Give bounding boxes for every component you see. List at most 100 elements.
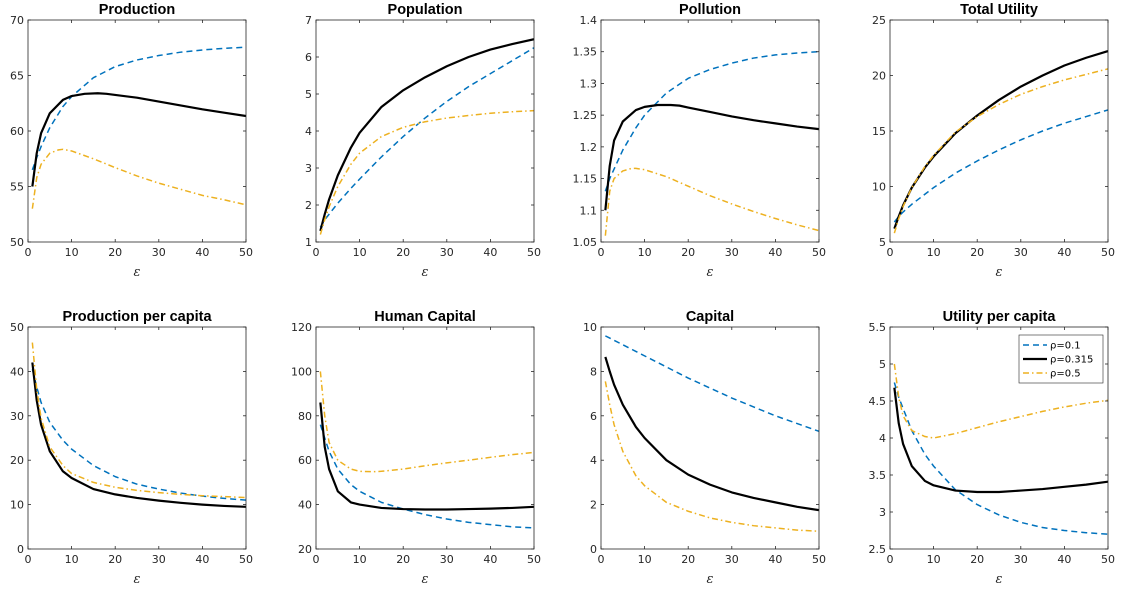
x-tick-label: 40 bbox=[483, 246, 497, 259]
plot-area bbox=[316, 20, 534, 242]
y-tick-label: 65 bbox=[10, 70, 24, 83]
panel-title: Production per capita bbox=[62, 309, 212, 325]
x-tick-label: 50 bbox=[1101, 553, 1115, 566]
x-tick-label: 0 bbox=[598, 246, 605, 259]
x-tick-label: 50 bbox=[527, 246, 541, 259]
y-tick-label: 1.15 bbox=[573, 173, 598, 186]
x-tick-label: 40 bbox=[768, 246, 782, 259]
x-tick-label: 30 bbox=[440, 246, 454, 259]
axes-box bbox=[600, 19, 820, 243]
x-tick-label: 20 bbox=[970, 553, 984, 566]
y-tick-label: 2 bbox=[305, 199, 312, 212]
series-line-rho-0-5 bbox=[319, 109, 534, 235]
y-tick-label: 5 bbox=[879, 236, 886, 249]
y-tick-label: 10 bbox=[583, 321, 597, 334]
x-tick-label: 0 bbox=[25, 246, 32, 259]
x-tick-label: 40 bbox=[1057, 246, 1071, 259]
series-line-rho-0-5 bbox=[604, 381, 819, 532]
x-tick-label: 10 bbox=[65, 553, 79, 566]
y-tick-label: 100 bbox=[291, 365, 312, 378]
y-tick-label: 4.5 bbox=[869, 395, 887, 408]
x-tick-label: 0 bbox=[313, 246, 320, 259]
x-tick-label: 20 bbox=[396, 246, 410, 259]
axes-box bbox=[27, 326, 247, 550]
x-tick-label: 30 bbox=[1014, 553, 1028, 566]
x-tick-label: 20 bbox=[681, 553, 695, 566]
y-tick-label: 20 bbox=[10, 454, 24, 467]
panel-pollution: 0 10 20 30 40 50 1.05 1.1 1.15 1.2 1.25 1.3 1.35 1.4 P… bbox=[573, 2, 827, 280]
x-tick-label: 40 bbox=[1057, 553, 1071, 566]
series-line-rho-0-1 bbox=[31, 46, 246, 171]
y-tick-label: 10 bbox=[10, 499, 24, 512]
y-tick-label: 6 bbox=[305, 51, 312, 64]
panel-title: Pollution bbox=[679, 2, 741, 18]
series-line-rho-0-5 bbox=[31, 342, 246, 499]
y-tick-label: 50 bbox=[10, 236, 24, 249]
y-tick-label: 3 bbox=[305, 162, 312, 175]
x-tick-label: 50 bbox=[812, 246, 826, 259]
plot-area bbox=[601, 327, 819, 549]
y-tick-label: 2 bbox=[590, 499, 597, 512]
x-axis-label: ε bbox=[134, 572, 141, 587]
x-axis-label: ε bbox=[422, 572, 429, 587]
y-tick-label: 30 bbox=[10, 410, 24, 423]
y-tick-label: 60 bbox=[298, 454, 312, 467]
x-tick-label: 20 bbox=[108, 246, 122, 259]
x-tick-label: 0 bbox=[887, 553, 894, 566]
y-tick-label: 4 bbox=[879, 432, 886, 445]
panel-title: Human Capital bbox=[374, 309, 476, 325]
y-tick-label: 3.5 bbox=[869, 469, 887, 482]
x-tick-label: 30 bbox=[152, 246, 166, 259]
panel-capital: 0 10 20 30 40 50 0 2 4 6 8 10 Capital ε bbox=[583, 309, 826, 587]
y-tick-label: 120 bbox=[291, 321, 312, 334]
x-tick-label: 20 bbox=[396, 553, 410, 566]
series-line-rho-0-315 bbox=[604, 356, 819, 512]
x-axis-label: ε bbox=[996, 572, 1003, 587]
y-tick-label: 1.4 bbox=[580, 14, 598, 27]
y-tick-label: 4 bbox=[590, 454, 597, 467]
series-line-rho-0-315 bbox=[319, 38, 534, 232]
y-tick-label: 2.5 bbox=[869, 543, 887, 556]
y-tick-label: 1.35 bbox=[573, 46, 598, 59]
x-tick-label: 10 bbox=[353, 553, 367, 566]
x-tick-label: 40 bbox=[483, 553, 497, 566]
y-tick-label: 8 bbox=[590, 365, 597, 378]
panel-utility-per-capita: 0 10 20 30 40 50 2.5 3 3.5 4 4.5 5 5.5 Utility per ca… bbox=[869, 309, 1116, 587]
plot-area bbox=[601, 20, 819, 242]
y-tick-label: 15 bbox=[872, 125, 886, 138]
x-tick-label: 20 bbox=[681, 246, 695, 259]
x-tick-label: 20 bbox=[970, 246, 984, 259]
y-tick-label: 0 bbox=[590, 543, 597, 556]
y-tick-label: 1.25 bbox=[573, 109, 598, 122]
x-tick-label: 30 bbox=[1014, 246, 1028, 259]
y-tick-label: 1.2 bbox=[580, 141, 598, 154]
legend: ρ=0.1 ρ=0.315 ρ=0.5 bbox=[1018, 334, 1104, 384]
panel-population: 0 10 20 30 40 50 1 2 3 4 5 6 7 Population ε bbox=[305, 2, 541, 280]
x-axis-label: ε bbox=[134, 265, 141, 280]
panel-title: Population bbox=[388, 2, 463, 18]
x-tick-label: 50 bbox=[239, 553, 253, 566]
y-tick-label: 20 bbox=[872, 70, 886, 83]
plot-area bbox=[28, 20, 246, 242]
series-line-rho-0-5 bbox=[319, 371, 534, 473]
x-axis-label: ε bbox=[707, 265, 714, 280]
x-tick-label: 50 bbox=[1101, 246, 1115, 259]
series-line-rho-0-315 bbox=[31, 362, 246, 508]
series-line-rho-0-5 bbox=[893, 68, 1108, 234]
y-tick-label: 1.3 bbox=[580, 77, 598, 90]
axes-box bbox=[600, 326, 820, 550]
series-line-rho-0-1 bbox=[605, 335, 819, 433]
series-line-rho-0-315 bbox=[31, 92, 246, 187]
x-tick-label: 0 bbox=[25, 553, 32, 566]
y-tick-label: 25 bbox=[872, 14, 886, 27]
y-tick-label: 1.05 bbox=[573, 236, 598, 249]
series-line-rho-0-5 bbox=[893, 363, 1108, 439]
x-tick-label: 40 bbox=[768, 553, 782, 566]
y-tick-label: 7 bbox=[305, 14, 312, 27]
y-tick-label: 10 bbox=[872, 181, 886, 194]
series-line-rho-0-1 bbox=[893, 109, 1108, 223]
y-tick-label: 55 bbox=[10, 181, 24, 194]
x-tick-label: 10 bbox=[638, 553, 652, 566]
series-line-rho-0-1 bbox=[31, 369, 246, 501]
